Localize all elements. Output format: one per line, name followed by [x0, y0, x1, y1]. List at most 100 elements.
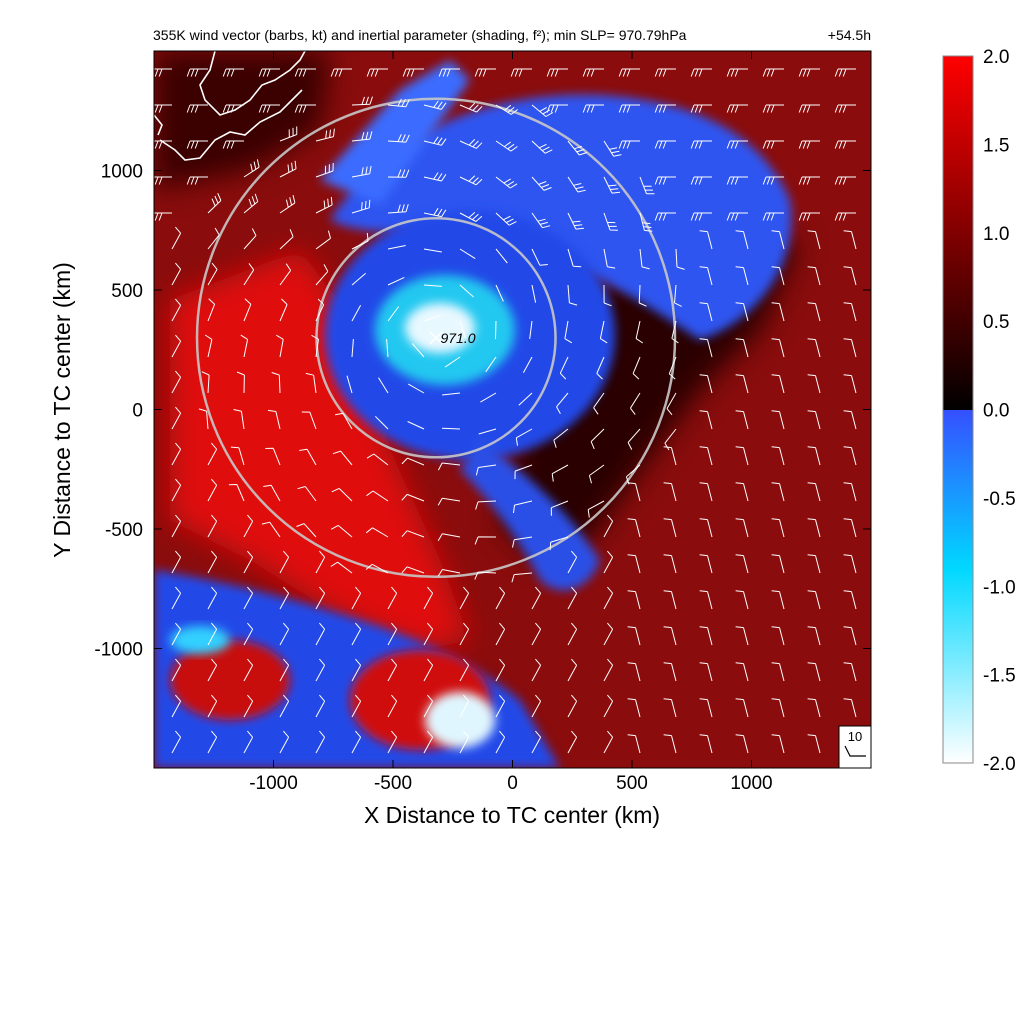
- wind-barb: [762, 176, 784, 185]
- wind-barb: [171, 226, 182, 250]
- wind-barb: [618, 104, 640, 113]
- wind-barb: [807, 230, 821, 250]
- wind-barb: [843, 338, 857, 358]
- wind-barb: [437, 533, 461, 541]
- wind-barb: [366, 453, 389, 466]
- wind-barb: [459, 730, 470, 754]
- wind-barb: [330, 561, 353, 574]
- wind-barb: [515, 428, 533, 446]
- wind-barb: [726, 140, 748, 149]
- colorbar: 2.0 1.5 1.0 0.5 0.0 -0.5 -1.0 -1.5 -2.0: [942, 47, 1016, 775]
- wind-barb: [207, 730, 218, 754]
- wind-barb: [513, 500, 533, 514]
- wind-barb: [258, 68, 280, 77]
- wind-barb: [807, 590, 821, 610]
- wind-barb: [771, 662, 785, 682]
- wind-barb: [771, 266, 785, 286]
- colorbar-negative: [943, 410, 973, 763]
- wind-barb: [588, 464, 605, 484]
- wind-barb: [632, 356, 641, 380]
- wind-barb: [798, 140, 820, 149]
- wind-barb: [315, 550, 326, 574]
- wind-barb: [735, 338, 749, 358]
- wind-barb: [243, 694, 254, 718]
- wind-barb: [438, 68, 460, 77]
- wind-barb: [495, 622, 506, 646]
- wind-barb: [663, 518, 677, 538]
- wind-barb: [230, 446, 245, 466]
- wind-barb: [408, 383, 425, 394]
- wind-barb: [351, 339, 354, 358]
- wind-barb: [843, 518, 857, 538]
- wind-barb: [567, 550, 578, 574]
- wind-barb: [603, 284, 612, 307]
- wind-barb: [654, 140, 676, 149]
- wind-barb: [495, 320, 497, 340]
- wind-barb: [351, 165, 372, 178]
- wind-barb: [834, 68, 856, 77]
- wind-barb: [762, 104, 784, 113]
- wind-barb: [843, 410, 857, 430]
- wind-barb: [186, 68, 208, 77]
- wind-barb: [243, 658, 254, 682]
- wind-barb: [514, 464, 533, 480]
- wind-barb: [351, 272, 367, 286]
- wind-barb: [582, 104, 604, 113]
- wind-barb: [279, 694, 290, 718]
- x-tick-label: -1000: [249, 773, 298, 794]
- wind-barb: [351, 694, 362, 718]
- wind-barb: [411, 343, 425, 358]
- range-ring: [195, 97, 677, 579]
- wind-barb: [603, 658, 614, 682]
- wind-barb: [546, 104, 568, 113]
- wind-barb: [459, 658, 470, 682]
- wind-barb: [437, 497, 461, 506]
- wind-barb: [154, 176, 172, 185]
- wind-barb: [171, 622, 182, 646]
- shading-ne-blue-arc: [330, 94, 792, 340]
- wind-barb: [596, 356, 605, 380]
- wind-barb: [550, 500, 569, 516]
- wind-barb: [365, 527, 389, 538]
- wind-barb: [311, 334, 319, 358]
- wind-barb: [475, 500, 497, 510]
- wind-barb: [531, 622, 542, 646]
- wind-barb: [834, 140, 856, 149]
- wind-barb: [690, 140, 712, 149]
- wind-barb: [603, 550, 614, 574]
- wind-barb: [279, 622, 290, 646]
- wind-barb: [735, 698, 749, 718]
- wind-barb: [556, 392, 569, 415]
- wind-barb: [582, 68, 604, 77]
- storm-center-marker: [429, 331, 443, 345]
- y-axis: -1000 -500 0 500 1000: [94, 162, 871, 661]
- wind-barb: [518, 392, 533, 406]
- wind-barb: [265, 447, 281, 466]
- wind-barb: [531, 658, 542, 682]
- wind-barb: [423, 622, 434, 646]
- wind-barb: [627, 734, 641, 754]
- wind-barb: [699, 338, 713, 358]
- wind-barb: [387, 586, 398, 610]
- wind-barb: [807, 662, 821, 682]
- wind-barb: [387, 98, 410, 108]
- wind-barb: [511, 572, 533, 583]
- wind-barb: [690, 176, 712, 185]
- x-tick-label: 1000: [730, 773, 772, 794]
- wind-barb: [529, 320, 533, 339]
- wind-barb: [807, 518, 821, 538]
- wind-barb: [423, 694, 434, 718]
- wind-barb: [603, 622, 614, 646]
- wind-barb: [807, 410, 821, 430]
- wind-barb: [207, 514, 218, 538]
- wind-barb: [279, 263, 292, 286]
- wind-barb: [834, 212, 856, 221]
- wind-barb: [305, 372, 317, 394]
- wind-barb: [154, 140, 172, 149]
- reference-barb-glyph: [844, 745, 866, 757]
- wind-barb: [171, 586, 182, 610]
- wind-barb: [843, 446, 857, 466]
- wind-barb: [495, 176, 518, 189]
- wind-barb: [735, 554, 749, 574]
- wind-barb: [459, 248, 476, 260]
